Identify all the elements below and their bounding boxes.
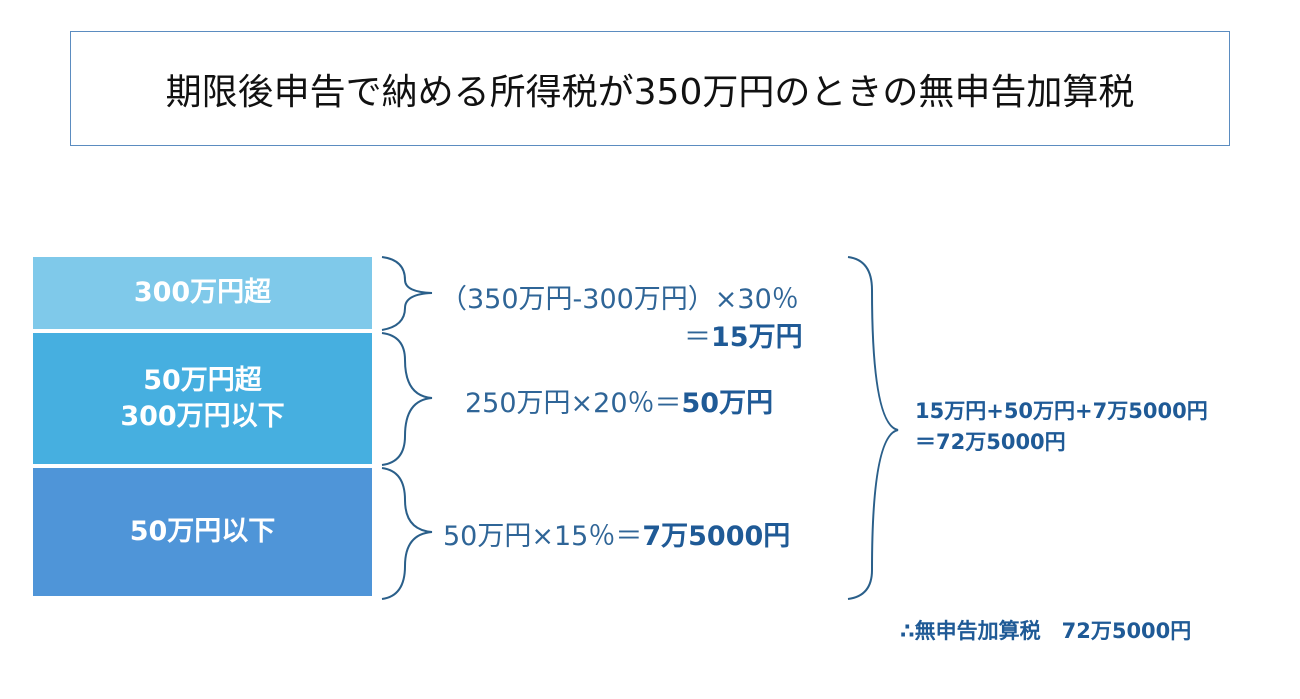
band-over-300: 300万円超 [33, 257, 372, 329]
calc-top-formula: （350万円-300万円）×30％ [440, 284, 799, 315]
calc-top-result: 15万円 [711, 322, 803, 353]
title-box: 期限後申告で納める所得税が350万円のときの無申告加算税 [70, 31, 1230, 146]
band-label: 50万円超 [143, 364, 262, 396]
band-label: 300万円以下 [120, 400, 285, 432]
page-title: 期限後申告で納める所得税が350万円のときの無申告加算税 [165, 71, 1135, 113]
calc-bottom: 50万円×15％＝7万5000円 [443, 514, 790, 553]
equals: ＝ [684, 322, 711, 353]
band-label: 300万円超 [133, 277, 272, 308]
brace-total [847, 256, 899, 600]
calc-mid: 250万円×20％＝50万円 [465, 381, 773, 420]
calc-mid-formula: 250万円×20％＝ [465, 388, 682, 419]
total-line1: 15万円+50万円+7万5000円 [915, 399, 1208, 423]
band-under-50: 50万円以下 [33, 468, 372, 596]
band-50-to-300: 50万円超 300万円以下 [33, 333, 372, 464]
conclusion: ∴無申告加算税 72万5000円 [900, 619, 1192, 643]
total-line2: ＝72万5000円 [915, 430, 1066, 454]
calc-bottom-result: 7万5000円 [642, 521, 791, 552]
band-label: 50万円以下 [129, 516, 276, 547]
brace-top [381, 256, 433, 331]
brace-bottom [381, 467, 433, 600]
brace-mid [381, 332, 433, 466]
calc-top-result-line: ＝15万円 [684, 315, 803, 354]
calc-bottom-formula: 50万円×15％＝ [443, 521, 643, 552]
calc-mid-result: 50万円 [681, 388, 774, 419]
